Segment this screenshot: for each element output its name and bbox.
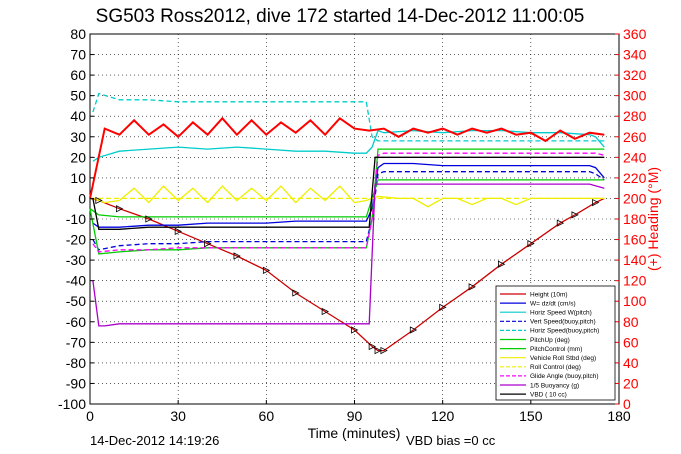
legend-label: Roll Control (deg) — [530, 364, 581, 371]
legend-label: Horiz Speed W(pitch) — [530, 310, 592, 317]
legend-label: 1/5 Buoyancy (g) — [530, 382, 579, 389]
right-tick-label: 60 — [623, 334, 639, 350]
depth-marker — [468, 283, 476, 291]
right-tick-label: 260 — [623, 129, 647, 145]
legend-label: Vert Speed(buoy,pitch) — [530, 319, 596, 326]
depth-marker — [145, 215, 153, 223]
series-heading — [89, 116, 605, 199]
legend-label: Horiz Speed(buoy,pitch) — [530, 328, 599, 335]
legend-label: PitchControl (mm) — [530, 346, 582, 353]
depth-marker — [527, 240, 535, 248]
left-tick-label: -70 — [66, 334, 86, 350]
depth-marker — [380, 346, 388, 355]
depth-marker — [556, 219, 565, 227]
legend: Height (10m) W= dz/dt (cm/s) Horiz Speed W… — [495, 285, 616, 401]
right-tick-label: 220 — [623, 170, 647, 186]
right-axis: 3603403203002802602402202001801601401201… — [615, 26, 647, 412]
legend-label: W= dz/dt (cm/s) — [530, 300, 576, 307]
left-tick-label: 40 — [70, 108, 86, 124]
depth-marker — [115, 205, 124, 213]
series-horiz-speed-buoy-pitch — [92, 92, 605, 142]
left-tick-label: 0 — [78, 190, 86, 206]
left-tick-label: -10 — [66, 211, 86, 227]
depth-marker — [351, 326, 359, 334]
depth-marker — [233, 252, 241, 260]
depth-marker — [321, 307, 330, 316]
right-tick-label: 140 — [623, 252, 647, 268]
x-tick-label: 60 — [259, 408, 275, 424]
depth-marker — [292, 289, 300, 297]
legend-label: Glide Angle (buoy,pitch) — [530, 373, 599, 380]
left-tick-label: -40 — [66, 273, 86, 289]
left-tick-label: -30 — [66, 252, 86, 268]
series-pitchcontrol-mm — [89, 179, 605, 218]
x-tick-label: 180 — [607, 408, 631, 424]
right-tick-label: 240 — [623, 149, 647, 165]
right-tick-label: 320 — [623, 67, 647, 83]
left-axis: 80 70 60 50 40 30 20 10 0 -10 -20 -30 -40 -50 -60 -70 -8… — [58, 26, 94, 412]
series-layer — [89, 92, 605, 355]
depth-marker — [95, 196, 103, 205]
left-tick-label: -60 — [66, 314, 86, 330]
right-tick-label: 340 — [623, 47, 647, 63]
series-horiz-speed-w-pitch — [92, 129, 605, 162]
x-tick-label: 30 — [170, 408, 186, 424]
right-tick-label: 0 — [623, 396, 631, 412]
left-tick-label: 10 — [70, 170, 86, 186]
left-tick-label: -90 — [66, 375, 86, 391]
series-vehicle-roll-stbd-deg — [92, 185, 605, 208]
x-axis: 0 30 60 90 120 150 180 — [86, 400, 631, 424]
depth-marker — [592, 198, 600, 207]
footer-vbd-bias: VBD bias =0 cc — [406, 433, 496, 448]
depth-marker — [374, 346, 382, 355]
left-tick-label: 50 — [70, 88, 86, 104]
depth-marker — [498, 260, 506, 268]
legend-label: PitchUp (deg) — [530, 337, 570, 344]
chart-title: SG503 Ross2012, dive 172 started 14-Dec-… — [96, 6, 585, 27]
x-tick-label: 0 — [86, 408, 94, 424]
right-tick-label: 300 — [623, 88, 647, 104]
series-1-5-buoyancy-g — [92, 183, 605, 327]
right-tick-label: 160 — [623, 232, 647, 248]
left-tick-label: -20 — [66, 232, 86, 248]
legend-label: VBD ( 10 cc) — [530, 391, 567, 398]
depth-marker — [409, 326, 418, 334]
footer-timestamp: 14-Dec-2012 14:19:26 — [90, 433, 219, 448]
left-tick-label: -100 — [58, 396, 86, 412]
right-tick-label: 180 — [623, 211, 647, 227]
right-tick-label: 40 — [623, 355, 639, 371]
x-axis-label: Time (minutes) — [308, 425, 401, 441]
series-vbd-10-cc — [92, 156, 605, 230]
x-tick-label: 150 — [519, 408, 543, 424]
right-tick-label: 20 — [623, 375, 639, 391]
depth-marker — [368, 342, 377, 351]
left-tick-label: 20 — [70, 149, 86, 165]
right-tick-label: 200 — [623, 190, 647, 206]
depth-marker — [262, 266, 271, 275]
left-tick-label: 80 — [70, 26, 86, 42]
right-tick-label: 280 — [623, 108, 647, 124]
right-tick-label: 360 — [623, 26, 647, 42]
left-tick-label: -50 — [66, 293, 86, 309]
x-tick-label: 90 — [347, 408, 363, 424]
legend-label: Height (10m) — [530, 291, 568, 298]
right-tick-label: 100 — [623, 293, 647, 309]
depth-marker — [439, 303, 447, 312]
right-axis-label: (+) Heading (°M) — [645, 167, 661, 271]
depth-marker — [174, 227, 183, 235]
depth-marker — [571, 211, 579, 219]
series-glide-angle-buoy-pitch — [92, 152, 605, 253]
legend-box — [495, 285, 616, 401]
depth-marker — [204, 240, 212, 248]
series-w-dz-dt-cm-s — [92, 162, 605, 228]
legend-label: Vehicle Roll Stbd (deg) — [530, 355, 596, 362]
left-tick-label: 60 — [70, 67, 86, 83]
x-tick-label: 120 — [431, 408, 455, 424]
left-tick-label: -80 — [66, 355, 86, 371]
left-tick-label: 30 — [70, 129, 86, 145]
left-tick-label: 70 — [70, 47, 86, 63]
right-tick-label: 120 — [623, 273, 647, 289]
right-tick-label: 80 — [623, 314, 639, 330]
